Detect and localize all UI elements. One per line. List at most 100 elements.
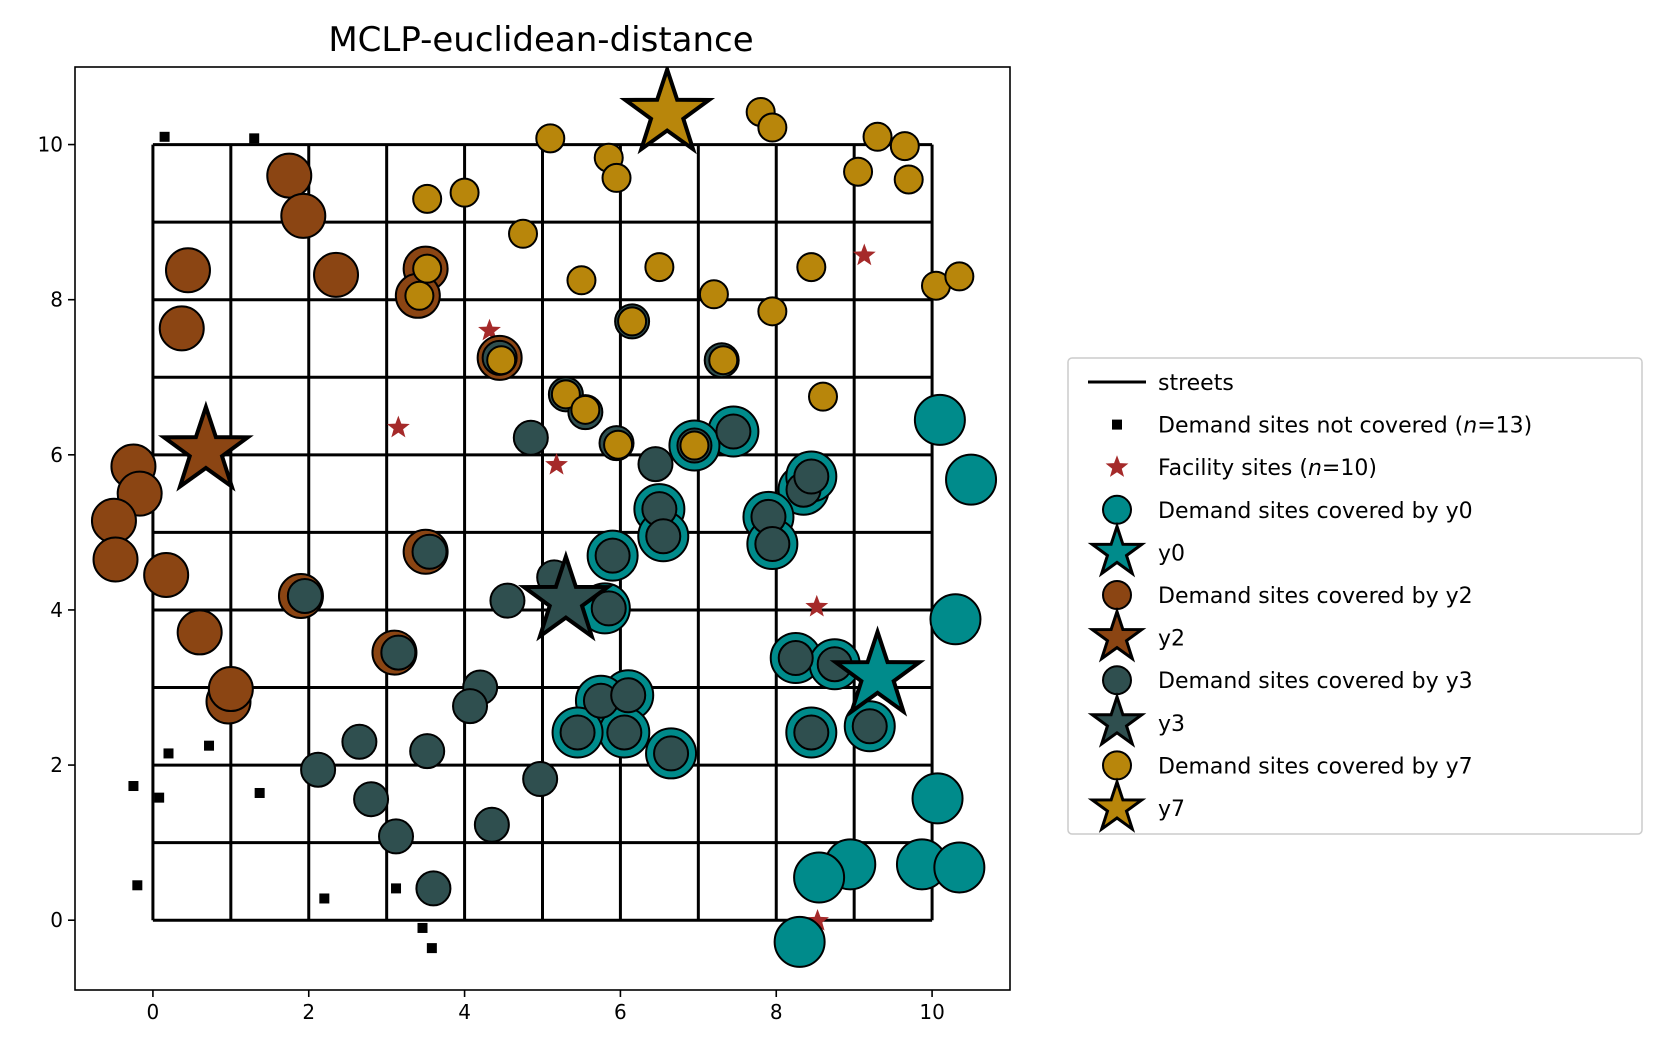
x-tick-label: 2 [302, 1000, 315, 1024]
x-tick-label: 0 [147, 1000, 160, 1024]
covered-demand-point [164, 247, 211, 294]
plot-area [90, 67, 998, 968]
covered-demand-point [933, 841, 986, 894]
covered-demand-point [522, 761, 559, 798]
legend-box [1067, 357, 1643, 835]
facility-site-point [805, 594, 829, 617]
covered-demand-point [415, 870, 452, 907]
axes: 0 2 4 6 8 10 0 2 4 6 8 10 [38, 66, 1011, 1024]
covered-demand-point [793, 714, 830, 751]
covered-demand-point [90, 497, 137, 544]
legend-label-text: y0 [1158, 541, 1185, 566]
legend-small-star-marker [1105, 455, 1129, 477]
covered-demand-point [353, 781, 390, 818]
legend-label: Facility sites (n=10) [1158, 456, 1377, 481]
y-tick-label: 0 [50, 908, 63, 932]
covered-demand-point [653, 735, 690, 772]
covered-demand-point [313, 251, 360, 298]
covered-demand-point [796, 252, 827, 283]
y-tick-label: 6 [50, 443, 63, 467]
legend-star-marker [1087, 777, 1147, 833]
y-tick-label: 2 [50, 753, 63, 777]
covered-demand-point [566, 265, 597, 296]
covered-demand-point [645, 518, 682, 555]
legend-star-marker [1087, 691, 1147, 748]
covered-demand-point [708, 345, 739, 376]
axes-frame [74, 66, 1011, 991]
covered-demand-point [715, 413, 752, 450]
covered-demand-point [913, 393, 966, 446]
legend-label-text: Demand sites not covered ( [1158, 414, 1463, 439]
selected-facility-star [619, 67, 716, 155]
legend: streets Demand sites not covered (n=13) Fa… [1067, 357, 1643, 835]
covered-demand-point [207, 666, 254, 713]
legend-label: y0 [1158, 541, 1185, 566]
uncovered-demand-point [132, 880, 143, 891]
uncovered-demand-point [128, 781, 139, 792]
covered-demand-point [559, 714, 596, 751]
covered-demand-point [679, 430, 710, 461]
uncovered-demand-point [319, 893, 330, 904]
legend-label-text: streets [1158, 371, 1234, 396]
covered-demand-point [411, 533, 448, 570]
covered-demand-point [412, 253, 443, 284]
covered-demand-point [535, 123, 566, 154]
uncovered-demand-point [154, 792, 165, 803]
legend-circle-marker [1102, 580, 1132, 610]
legend-label: Demand sites not covered (n=13) [1158, 414, 1532, 439]
facility-site-point [806, 908, 829, 931]
legend-label-text: y3 [1158, 712, 1185, 737]
legend-label: y2 [1158, 627, 1185, 652]
selected-facility-star [157, 400, 254, 492]
covered-demand-point [610, 677, 647, 714]
covered-demand-point [862, 121, 893, 152]
x-tick-label: 4 [458, 1000, 471, 1024]
legend-circle-marker [1102, 494, 1132, 525]
covered-demand-point [449, 177, 480, 208]
selected-facility-star [517, 550, 614, 642]
uncovered-demand-point [249, 133, 260, 144]
covered-demand-point [452, 688, 489, 725]
covered-demand-point [176, 609, 223, 656]
legend-star-marker [1087, 521, 1147, 578]
covered-demand-point [404, 280, 435, 311]
covered-demand-point [773, 915, 826, 968]
legend-label-text: y7 [1158, 797, 1185, 822]
selected-facility-star [829, 625, 926, 717]
legend-square-marker [1112, 419, 1122, 430]
uncovered-demand-point [163, 748, 174, 759]
covered-demand-point [473, 806, 510, 843]
covered-demand-point [570, 394, 601, 425]
covered-demand-point [698, 279, 729, 310]
uncovered-demand-point [417, 922, 428, 933]
legend-label-text: Demand sites covered by y2 [1158, 584, 1473, 609]
covered-demand-point [266, 152, 313, 199]
covered-demand-point [378, 818, 415, 855]
legend-label: Demand sites covered by y0 [1158, 499, 1473, 524]
covered-demand-point [757, 112, 788, 143]
uncovered-demand-point [391, 883, 402, 894]
covered-demand-point [945, 453, 998, 506]
legend-label: y7 [1158, 797, 1185, 822]
facility-site-point [545, 452, 568, 475]
legend-label-italic: n [1308, 456, 1322, 481]
legend-circle-marker [1102, 750, 1132, 781]
covered-demand-point [793, 851, 846, 904]
chart-title: MCLP-euclidean-distance [328, 20, 753, 60]
uncovered-demand-point [254, 787, 265, 798]
y-tick-label: 8 [50, 288, 63, 312]
x-tick-label: 6 [614, 1000, 627, 1024]
covered-demand-point [929, 593, 982, 646]
legend-label: y3 [1158, 712, 1185, 737]
uncovered-demand-point [204, 740, 215, 751]
covered-demand-point [143, 552, 190, 599]
facility-site-point [386, 415, 410, 438]
covered-demand-point [286, 577, 323, 614]
covered-demand-point [911, 772, 964, 825]
legend-label-text: Facility sites ( [1158, 456, 1308, 481]
uncovered-demand-point [159, 131, 170, 142]
covered-demand-point [893, 164, 924, 195]
legend-star-marker [1087, 606, 1147, 663]
covered-demand-point [409, 733, 446, 770]
